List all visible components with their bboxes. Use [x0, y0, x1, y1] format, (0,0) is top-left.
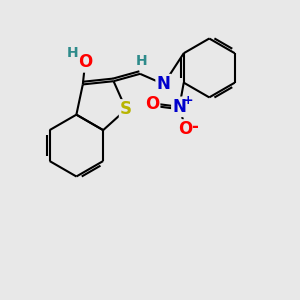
Text: O: O — [178, 121, 192, 139]
Text: H: H — [136, 55, 147, 68]
Text: H: H — [67, 46, 79, 60]
Text: N: N — [172, 98, 186, 116]
Text: O: O — [145, 95, 159, 113]
Text: N: N — [157, 75, 171, 93]
Text: S: S — [120, 100, 132, 118]
Text: -: - — [191, 118, 198, 136]
Text: O: O — [78, 53, 92, 71]
Text: +: + — [183, 94, 194, 107]
